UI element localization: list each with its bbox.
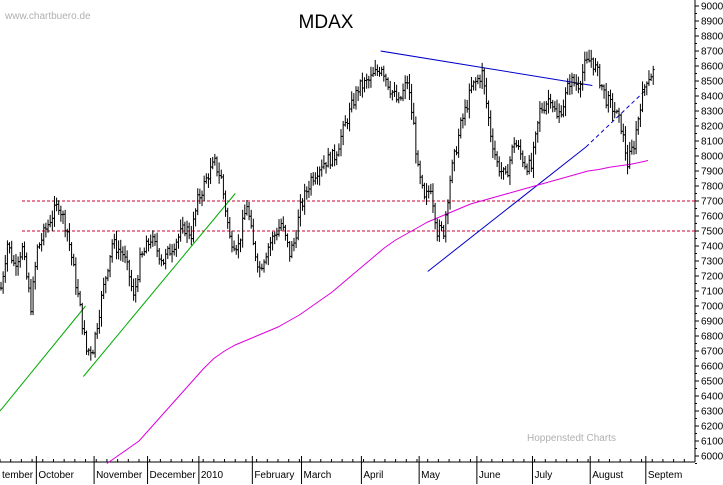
y-tick-label: 7900 (701, 167, 723, 178)
y-tick-label: 7700 (701, 197, 723, 208)
y-tick-label: 7600 (701, 212, 723, 223)
moving-average-line (106, 160, 649, 464)
y-tick-label: 6700 (701, 347, 723, 358)
y-tick-label: 6800 (701, 332, 723, 343)
y-tick-label: 6500 (701, 377, 723, 388)
y-tick-label: 6600 (701, 362, 723, 373)
month-label: Septem (648, 470, 682, 481)
credit-text: Hoppenstedt Charts (527, 433, 616, 444)
month-label: October (38, 470, 74, 481)
price-bars (0, 49, 655, 361)
trend-line (427, 146, 587, 272)
trend-line (0, 305, 86, 412)
y-tick-label: 8400 (701, 92, 723, 103)
month-label: November (96, 470, 143, 481)
horizontal-lines (22, 200, 695, 232)
trend-line (83, 193, 236, 377)
y-tick-label: 6100 (701, 437, 723, 448)
y-tick-label: 6400 (701, 392, 723, 403)
y-axis: 6000 6100 6200 6300 6400 6500 6600 6700 6800 6900… (695, 2, 723, 464)
month-label: April (363, 470, 383, 481)
y-tick-label: 6300 (701, 407, 723, 418)
month-label: August (592, 470, 623, 481)
month-label: February (254, 470, 294, 481)
moving-average (106, 160, 649, 464)
y-tick-label: 7200 (701, 272, 723, 283)
y-tick-label: 7800 (701, 182, 723, 193)
month-label: tember (2, 470, 34, 481)
y-tick-label: 8600 (701, 62, 723, 73)
y-tick-label: 8100 (701, 137, 723, 148)
chart-title: MDAX (299, 12, 354, 33)
y-tick-label: 6000 (701, 452, 723, 463)
y-tick-label: 7300 (701, 257, 723, 268)
y-tick-label: 8500 (701, 77, 723, 88)
y-tick-label: 7500 (701, 227, 723, 238)
y-tick-label: 8000 (701, 152, 723, 163)
month-label: May (421, 470, 440, 481)
x-axis: tember October November December 2010 Februar… (0, 456, 696, 484)
y-tick-label: 7100 (701, 287, 723, 298)
month-label: March (304, 470, 332, 481)
watermark-text: www.chartbuero.de (4, 11, 91, 22)
y-tick-label: 8900 (701, 17, 723, 28)
month-label: 2010 (201, 470, 224, 481)
y-tick-label: 8300 (701, 107, 723, 118)
trend-line (380, 50, 593, 86)
y-tick-label: 8700 (701, 47, 723, 58)
month-label: July (534, 470, 552, 481)
y-tick-label: 6200 (701, 422, 723, 433)
trend-lines (0, 50, 647, 412)
y-tick-label: 9000 (701, 2, 723, 13)
month-label: June (479, 470, 501, 481)
y-tick-label: 6900 (701, 317, 723, 328)
y-tick-label: 8200 (701, 122, 723, 133)
y-tick-label: 7400 (701, 242, 723, 253)
y-tick-label: 7000 (701, 302, 723, 313)
month-label: December (150, 470, 197, 481)
y-tick-label: 8800 (701, 32, 723, 43)
